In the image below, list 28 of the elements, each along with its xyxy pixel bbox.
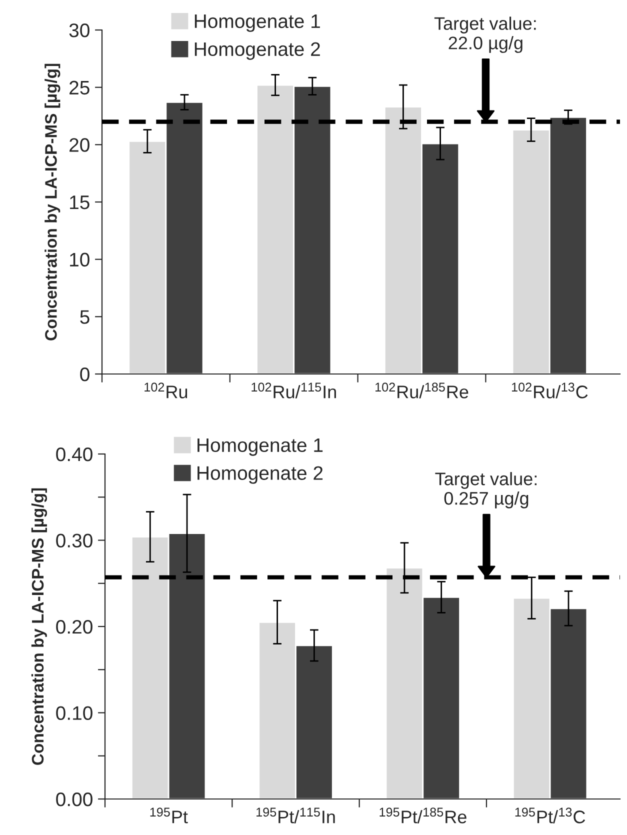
y-tick-label: 15 (70, 196, 90, 210)
x-tick-label: $^{102}$Ru/$^{115}$In (252, 382, 336, 398)
y-tick-label: 0.20 (56, 620, 92, 634)
y-axis-title: Concentration by LA-ICP-MS [µg/g] (31, 488, 48, 765)
legend-label: Homogenate 1 (198, 438, 323, 456)
x-tick-label: $^{195}$Pt/$^{185}$Re (380, 808, 466, 824)
x-tick-label: $^{195}$Pt (150, 808, 188, 824)
y-tick-label: 0 (80, 367, 90, 382)
y-tick-label: 5 (80, 310, 90, 324)
annotation: Target value: 22.0 µg/g (434, 16, 536, 53)
x-tick-label: $^{102}$Ru/$^{13}$C (512, 382, 588, 398)
x-tick-label: $^{102}$Ru/$^{185}$Re (375, 382, 468, 398)
y-axis-title: Concentration by LA-ICP-MS [µg/g] (44, 64, 60, 340)
legend-label: Homogenate 1 (194, 14, 320, 32)
y-tick-label: 30 (69, 23, 90, 38)
y-tick-label: 0.40 (56, 447, 92, 462)
x-tick-label: $^{102}$Ru (144, 382, 188, 398)
annotation: Target value: 0.257 µg/g (435, 472, 537, 508)
y-tick-label: 20 (70, 138, 90, 152)
y-tick-label: 0.00 (56, 792, 92, 806)
y-tick-label: 25 (70, 80, 90, 95)
y-tick-label: 0.30 (56, 534, 92, 548)
x-tick-label: $^{195}$Pt/$^{13}$C (515, 808, 586, 824)
y-tick-label: 0.10 (56, 706, 92, 720)
legend-label: Homogenate 2 (194, 42, 320, 60)
legend-label: Homogenate 2 (198, 466, 323, 484)
y-tick-label: 10 (70, 252, 90, 267)
x-tick-label: $^{195}$Pt/$^{115}$In (256, 808, 335, 824)
